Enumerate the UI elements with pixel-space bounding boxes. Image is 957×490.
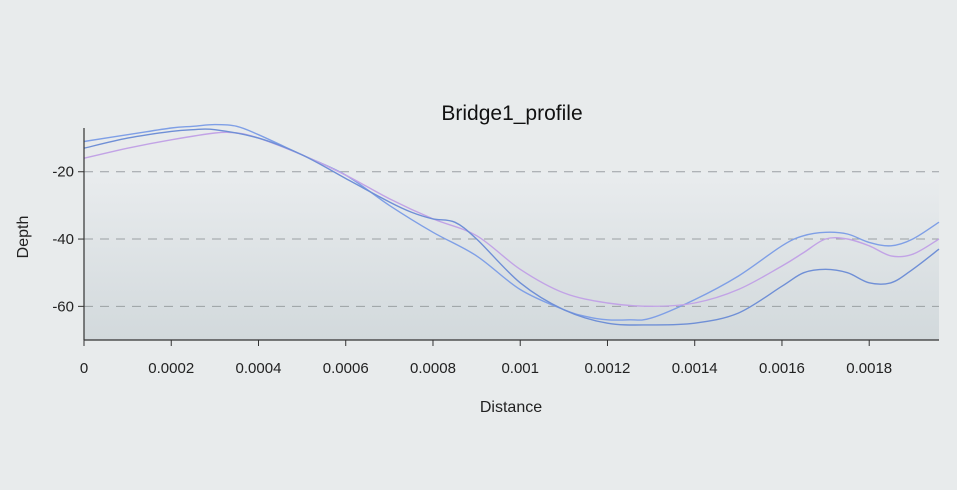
y-axis-title: Depth	[15, 216, 32, 259]
plot-area	[84, 171, 939, 340]
x-tick-label: 0.0014	[672, 360, 718, 377]
x-tick-label: 0.0002	[148, 360, 194, 377]
series-line-profile-3	[83, 128, 940, 326]
y-tick-label: -40	[52, 231, 74, 248]
x-tick-label: 0.0004	[236, 360, 282, 377]
x-tick-label: 0.0016	[759, 360, 805, 377]
y-tick-label: -60	[52, 298, 74, 315]
x-axis-title: Distance	[480, 399, 542, 416]
series-group	[83, 123, 940, 326]
x-tick-label: 0	[80, 360, 88, 377]
y-axis-ticks: -20 -40 -60	[52, 164, 84, 315]
x-tick-label: 0.0012	[585, 360, 631, 377]
x-axis-ticks: 0 0.0002 0.0004 0.0006 0.0008 0.001 0.0012 0.00…	[80, 340, 892, 377]
x-tick-label: 0.0006	[323, 360, 369, 377]
x-tick-label: 0.001	[501, 360, 539, 377]
chart-title: Bridge1_profile	[441, 102, 582, 125]
x-tick-label: 0.0008	[410, 360, 456, 377]
y-tick-label: -20	[52, 164, 74, 181]
x-tick-label: 0.0018	[846, 360, 892, 377]
